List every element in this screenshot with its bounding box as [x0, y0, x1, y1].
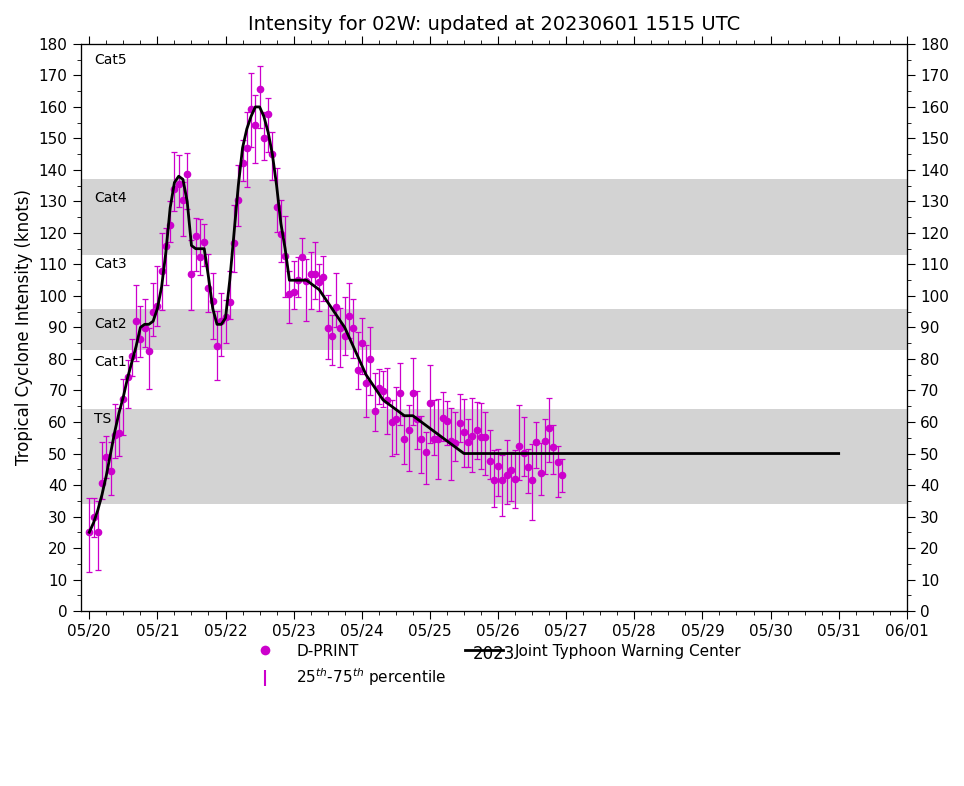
Text: Cat4: Cat4: [94, 191, 127, 205]
Text: Cat5: Cat5: [94, 53, 127, 67]
Bar: [81, 255, 907, 309]
X-axis label: 2023: 2023: [472, 645, 515, 663]
Bar: [81, 44, 907, 179]
Y-axis label: Tropical Cyclone Intensity (knots): Tropical Cyclone Intensity (knots): [15, 189, 33, 465]
Legend: D-PRINT, 25$^{th}$-75$^{th}$ percentile, Joint Typhoon Warning Center: D-PRINT, 25$^{th}$-75$^{th}$ percentile,…: [240, 637, 748, 694]
Text: Cat2: Cat2: [94, 318, 127, 332]
Bar: [81, 350, 907, 410]
Title: Intensity for 02W: updated at 20230601 1515 UTC: Intensity for 02W: updated at 20230601 1…: [248, 15, 740, 34]
Bar: [81, 410, 907, 504]
Bar: [81, 309, 907, 350]
Text: TS: TS: [94, 412, 112, 426]
Text: Cat3: Cat3: [94, 258, 127, 271]
Bar: [81, 179, 907, 255]
Text: Cat1: Cat1: [94, 355, 127, 369]
